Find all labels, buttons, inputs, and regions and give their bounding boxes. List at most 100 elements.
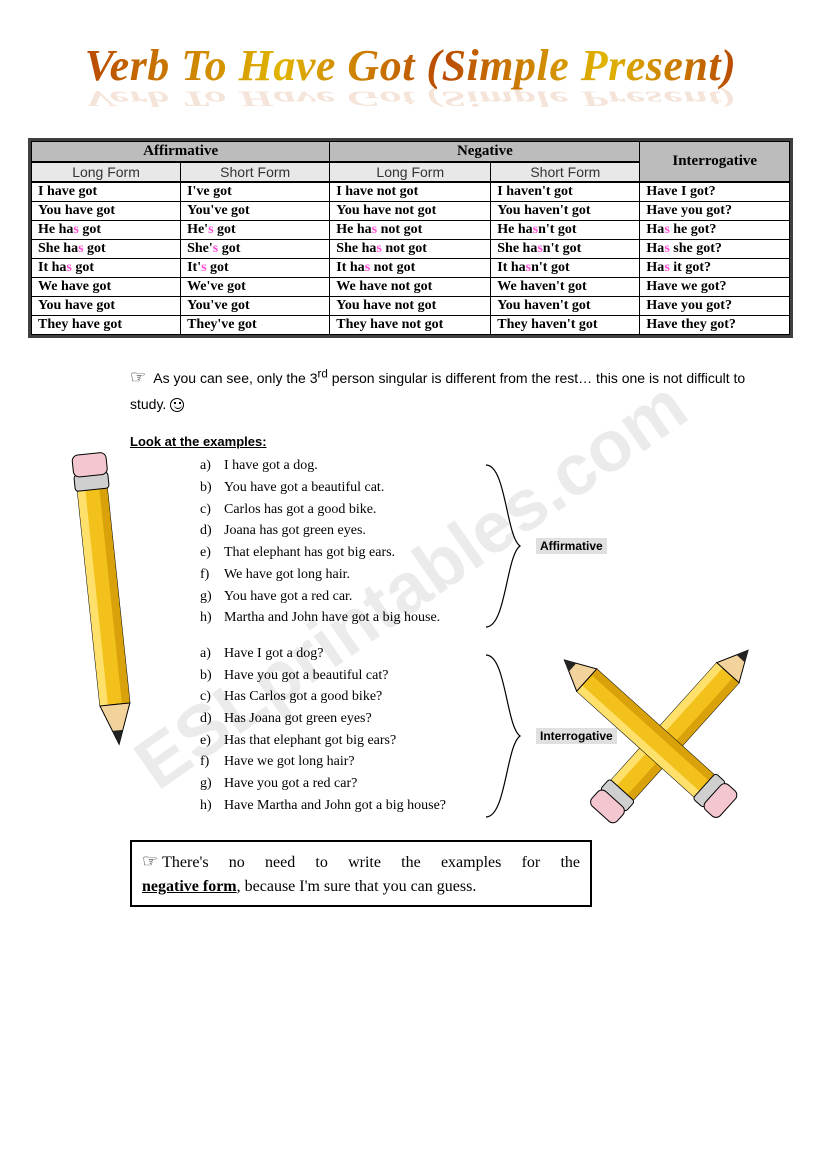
th-negative: Negative [330, 142, 640, 163]
highlight-s: s [78, 241, 83, 256]
th-aff-long: Long Form [32, 162, 181, 182]
list-text: Have I got a dog? [224, 643, 324, 665]
list-letter: b) [200, 665, 224, 687]
table-cell: They've got [181, 316, 330, 335]
table-cell: They have got [32, 316, 181, 335]
th-neg-short: Short Form [491, 162, 640, 182]
title-main: Verb To Have Got (Simple Present) [85, 40, 737, 91]
list-text: You have got a beautiful cat. [224, 477, 384, 499]
list-text: Have we got long hair? [224, 751, 355, 773]
list-letter: g) [200, 773, 224, 795]
conjugation-table: Affirmative Negative Interrogative Long … [28, 138, 793, 338]
table-cell: We have got [32, 278, 181, 297]
list-letter: g) [200, 586, 224, 608]
th-interrogative: Interrogative [640, 142, 790, 183]
list-text: Joana has got green eyes. [224, 520, 366, 542]
list-letter: f) [200, 564, 224, 586]
table-cell: You have not got [330, 297, 491, 316]
table-cell: She has not got [330, 240, 491, 259]
table-cell: You have got [32, 202, 181, 221]
table-cell: You've got [181, 297, 330, 316]
list-letter: d) [200, 520, 224, 542]
table-row: We have gotWe've gotWe have not gotWe ha… [32, 278, 790, 297]
brace-affirmative: Affirmative [480, 461, 528, 631]
th-affirmative: Affirmative [32, 142, 330, 163]
list-letter: f) [200, 751, 224, 773]
list-text: Carlos has got a good bike. [224, 499, 376, 521]
list-text: Has that elephant got big ears? [224, 730, 396, 752]
highlight-s: s [66, 260, 71, 275]
list-letter: h) [200, 607, 224, 629]
table-row: You have gotYou've gotYou have not gotYo… [32, 297, 790, 316]
highlight-s: s [664, 241, 669, 256]
note2-underline: negative form [142, 878, 237, 895]
table-cell: We have not got [330, 278, 491, 297]
table-cell: They haven't got [491, 316, 640, 335]
table-cell: Have I got? [640, 182, 790, 202]
table-cell: I haven't got [491, 182, 640, 202]
table-row: It has gotIt's gotIt has not gotIt hasn'… [32, 259, 790, 278]
list-text: Have you got a red car? [224, 773, 357, 795]
pencil-left-icon [60, 445, 150, 775]
note2-rest: , because I'm sure that you can guess. [237, 878, 477, 895]
table-cell: Have we got? [640, 278, 790, 297]
table-cell: Have they got? [640, 316, 790, 335]
wordart-title: Verb To Have Got (Simple Present) Verb T… [0, 0, 821, 130]
table-cell: They have not got [330, 316, 491, 335]
table-cell: You have not got [330, 202, 491, 221]
table-cell: It hasn't got [491, 259, 640, 278]
list-letter: h) [200, 795, 224, 817]
table-cell: I have not got [330, 182, 491, 202]
list-letter: b) [200, 477, 224, 499]
table-cell: She has got [32, 240, 181, 259]
table-cell: You've got [181, 202, 330, 221]
table-cell: We've got [181, 278, 330, 297]
table-cell: Have you got? [640, 202, 790, 221]
table-cell: She hasn't got [491, 240, 640, 259]
table-row: I have gotI've gotI have not gotI haven'… [32, 182, 790, 202]
list-text: Have you got a beautiful cat? [224, 665, 388, 687]
table-cell: You have got [32, 297, 181, 316]
list-text: Martha and John have got a big house. [224, 607, 440, 629]
highlight-s: s [201, 260, 206, 275]
note-3rd-person: ☞ As you can see, only the 3rd person si… [130, 362, 761, 416]
table-cell: It has got [32, 259, 181, 278]
note-negative-form: ☞There's no need to write the examples f… [130, 840, 592, 907]
list-letter: d) [200, 708, 224, 730]
table-cell: I've got [181, 182, 330, 202]
table-cell: He hasn't got [491, 221, 640, 240]
table-cell: I have got [32, 182, 181, 202]
highlight-s: s [213, 241, 218, 256]
list-letter: e) [200, 730, 224, 752]
smiley-icon [170, 398, 184, 412]
list-text: You have got a red car. [224, 586, 352, 608]
highlight-s: s [664, 260, 669, 275]
table-cell: She's got [181, 240, 330, 259]
table-cell: Has it got? [640, 259, 790, 278]
note1-sup: rd [317, 367, 327, 380]
title-reflection: Verb To Have Got (Simple Present) [0, 86, 821, 112]
look-at-examples-label: Look at the examples: [130, 434, 821, 449]
list-text: We have got long hair. [224, 564, 350, 586]
highlight-s: s [365, 260, 370, 275]
table-cell: Has she got? [640, 240, 790, 259]
table-row: She has gotShe's gotShe has not gotShe h… [32, 240, 790, 259]
list-letter: c) [200, 499, 224, 521]
list-letter: e) [200, 542, 224, 564]
th-neg-long: Long Form [330, 162, 491, 182]
note1-text-pre: As you can see, only the 3 [153, 370, 317, 386]
highlight-s: s [73, 222, 78, 237]
table-cell: It's got [181, 259, 330, 278]
pencils-crossed-icon [541, 627, 781, 867]
list-text: I have got a dog. [224, 455, 318, 477]
table-cell: He has not got [330, 221, 491, 240]
highlight-s: s [376, 241, 381, 256]
list-letter: c) [200, 686, 224, 708]
note2-line1: There's no need to write the examples fo… [162, 854, 580, 871]
highlight-s: s [526, 260, 531, 275]
list-letter: a) [200, 455, 224, 477]
table-cell: We haven't got [491, 278, 640, 297]
th-aff-short: Short Form [181, 162, 330, 182]
brace-affirmative-label: Affirmative [536, 538, 607, 554]
highlight-s: s [208, 222, 213, 237]
